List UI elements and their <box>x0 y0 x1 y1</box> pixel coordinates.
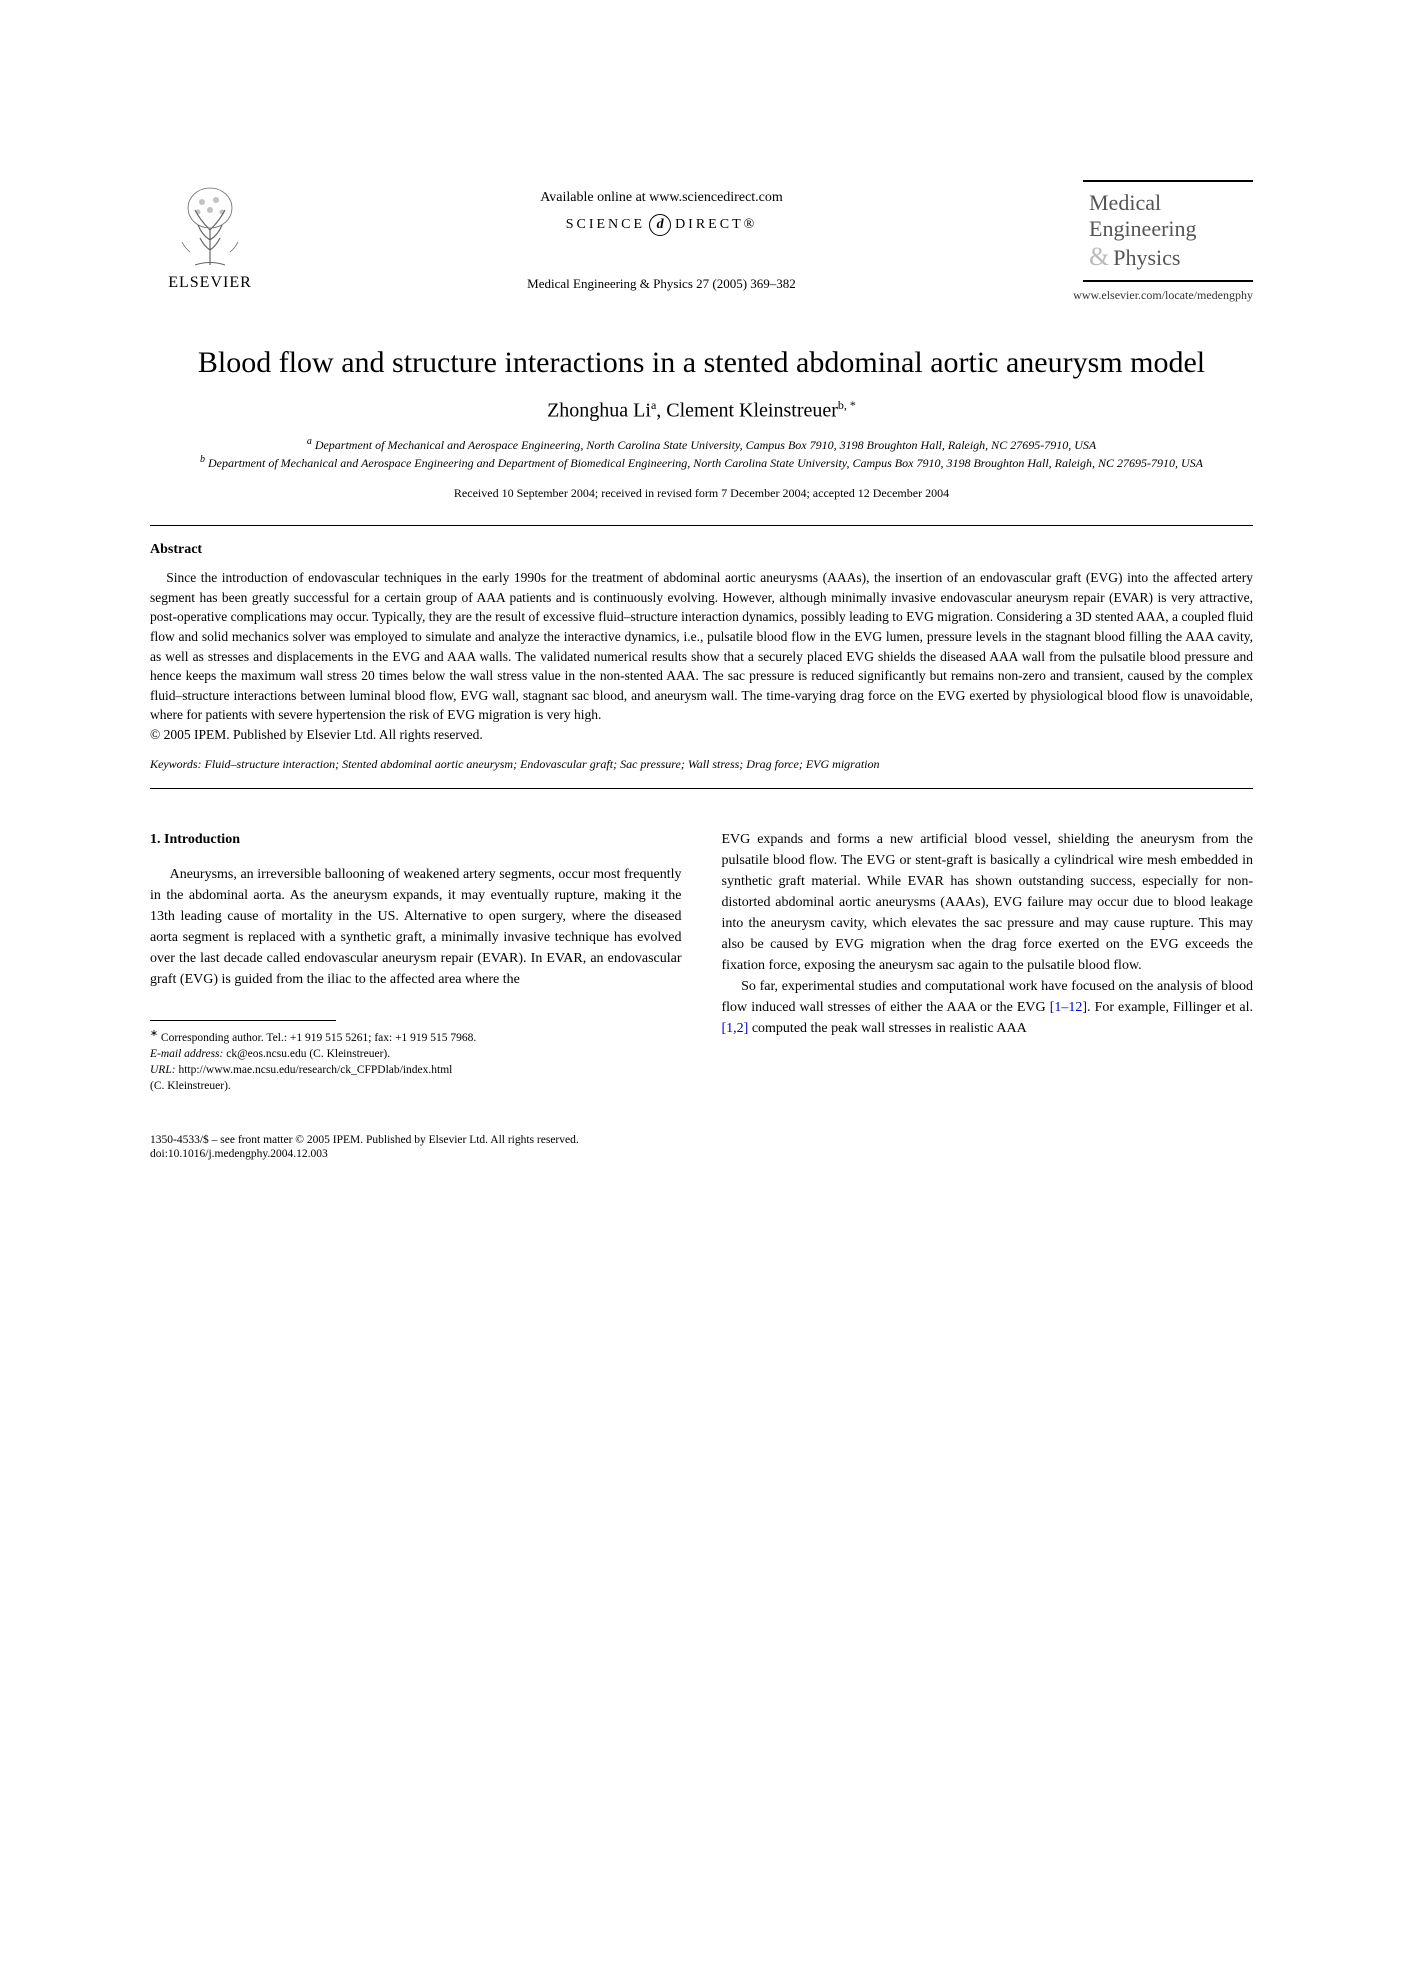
journal-reference: Medical Engineering & Physics 27 (2005) … <box>270 276 1053 292</box>
footnote-corr-text: Corresponding author. Tel.: +1 919 515 5… <box>161 1032 476 1044</box>
journal-logo-line2: Engineering <box>1089 216 1247 242</box>
journal-logo-frame: Medical Engineering & Physics <box>1083 180 1253 282</box>
rule-top <box>150 525 1253 526</box>
footnote-email-value: ck@eos.ncsu.edu (C. Kleinstreuer). <box>226 1048 390 1060</box>
available-online-text: Available online at www.sciencedirect.co… <box>270 190 1053 206</box>
header-row: ELSEVIER Available online at www.science… <box>150 180 1253 303</box>
author-2: Clement Kleinstreuer <box>666 400 838 422</box>
footnote-url-person: (C. Kleinstreuer). <box>150 1078 682 1094</box>
footnote-email: E-mail address: ck@eos.ncsu.edu (C. Klei… <box>150 1046 682 1062</box>
footnote-corresponding: ∗ Corresponding author. Tel.: +1 919 515… <box>150 1027 682 1046</box>
footer-frontmatter: 1350-4533/$ – see front matter © 2005 IP… <box>150 1134 1253 1146</box>
author-1: Zhonghua Li <box>547 400 651 422</box>
publisher-label: ELSEVIER <box>168 274 252 292</box>
footnote-rule <box>150 1020 336 1021</box>
abstract-copyright: © 2005 IPEM. Published by Elsevier Ltd. … <box>150 727 1253 743</box>
journal-url: www.elsevier.com/locate/medengphy <box>1053 288 1253 303</box>
footnote-email-label: E-mail address: <box>150 1048 223 1060</box>
footnote-url-value: http://www.mae.ncsu.edu/research/ck_CFPD… <box>178 1064 452 1076</box>
intro-paragraph-1: Aneurysms, an irreversible ballooning of… <box>150 864 682 990</box>
column-left: 1. Introduction Aneurysms, an irreversib… <box>150 829 682 1094</box>
footnote-url: URL: http://www.mae.ncsu.edu/research/ck… <box>150 1062 682 1078</box>
authors-line: Zhonghua Lia, Clement Kleinstreuerb, * <box>150 398 1253 423</box>
footnotes: ∗ Corresponding author. Tel.: +1 919 515… <box>150 1027 682 1094</box>
citation-1-2[interactable]: [1,2] <box>722 1021 749 1036</box>
sciencedirect-post: DIRECT® <box>675 217 757 233</box>
article-history: Received 10 September 2004; received in … <box>150 486 1253 501</box>
keywords-line: Keywords: Fluid–structure interaction; S… <box>150 757 1253 772</box>
keywords-list: Fluid–structure interaction; Stented abd… <box>205 757 880 771</box>
sciencedirect-d-icon: d <box>649 214 671 236</box>
affiliations: a Department of Mechanical and Aerospace… <box>150 435 1253 473</box>
footer-doi: doi:10.1016/j.medengphy.2004.12.003 <box>150 1148 1253 1160</box>
journal-logo-block: Medical Engineering & Physics www.elsevi… <box>1053 180 1253 303</box>
author-separator: , <box>656 400 666 422</box>
article-title: Blood flow and structure interactions in… <box>150 343 1253 382</box>
footnote-star: ∗ <box>150 1028 158 1039</box>
abstract-body: Since the introduction of endovascular t… <box>150 568 1253 725</box>
journal-logo-line3: Physics <box>1113 245 1180 270</box>
center-header: Available online at www.sciencedirect.co… <box>270 180 1053 292</box>
journal-logo-line1: Medical <box>1089 190 1247 216</box>
body-columns: 1. Introduction Aneurysms, an irreversib… <box>150 829 1253 1094</box>
footnote-url-label: URL: <box>150 1064 176 1076</box>
section-1-heading: 1. Introduction <box>150 829 682 850</box>
keywords-label: Keywords: <box>150 757 202 771</box>
author-2-affil: b, * <box>838 398 856 412</box>
intro-p2-mid: . For example, Fillinger et al. <box>1087 1000 1253 1015</box>
intro-paragraph-2: So far, experimental studies and computa… <box>722 976 1254 1039</box>
affiliation-a: a Department of Mechanical and Aerospace… <box>150 435 1253 454</box>
sciencedirect-logo: SCIENCE d DIRECT® <box>566 214 758 236</box>
column-right: EVG expands and forms a new artificial b… <box>722 829 1254 1094</box>
sciencedirect-pre: SCIENCE <box>566 217 645 233</box>
affiliation-b: b Department of Mechanical and Aerospace… <box>150 453 1253 472</box>
intro-p2-post: computed the peak wall stresses in reali… <box>748 1021 1026 1036</box>
affiliation-a-text: Department of Mechanical and Aerospace E… <box>315 438 1096 452</box>
affiliation-b-text: Department of Mechanical and Aerospace E… <box>208 456 1203 470</box>
rule-bottom <box>150 788 1253 789</box>
intro-paragraph-1-cont: EVG expands and forms a new artificial b… <box>722 829 1254 976</box>
elsevier-tree-icon <box>170 180 250 270</box>
journal-logo-ampersand: & <box>1089 242 1109 271</box>
abstract-heading: Abstract <box>150 542 1253 558</box>
citation-1-12[interactable]: [1–12] <box>1050 1000 1087 1015</box>
publisher-block: ELSEVIER <box>150 180 270 292</box>
